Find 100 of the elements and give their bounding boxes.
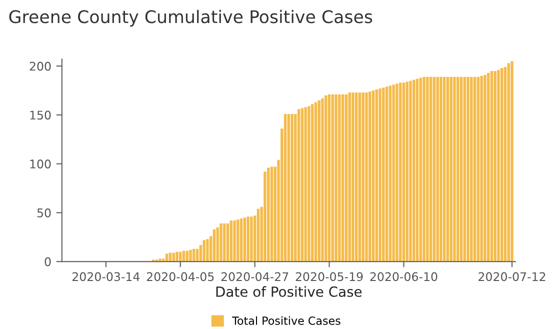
bar [416,78,419,262]
bar [308,106,310,262]
bar [212,229,216,262]
bar [375,90,378,262]
bar [202,240,206,262]
x-tick-label: 2020-04-27 [221,272,288,282]
bar [388,86,392,262]
bar [304,107,307,262]
bar [422,76,426,262]
bar [264,172,266,262]
bar [362,92,364,262]
bar [398,82,402,262]
x-tick-label: 2020-05-19 [296,272,363,282]
bar [440,76,442,262]
bar [456,76,460,262]
bar [392,84,395,262]
bar [473,76,476,262]
bar [243,218,246,262]
bar [500,68,504,262]
bar [331,94,334,262]
y-tick-label: 200 [30,62,51,71]
bar [470,76,473,262]
bar [324,95,328,262]
bar [450,76,452,262]
bar [409,80,412,262]
bar [158,258,162,262]
bar [442,76,446,262]
bar [250,216,253,262]
bar [504,67,507,262]
bar [507,63,510,262]
bar [429,76,432,262]
bar [419,78,422,262]
bar [206,239,209,262]
bar [338,94,341,262]
bar [396,84,398,262]
bar [328,94,331,262]
bar [314,102,318,262]
bar [402,82,406,262]
bar [240,218,243,262]
x-tick-label: 2020-03-14 [72,272,140,282]
chart-title: Greene County Cumulative Positive Cases [9,10,372,27]
bar [378,88,382,262]
bar [300,108,304,262]
bar [270,166,274,262]
bar [406,82,408,262]
bar [341,94,344,262]
bar [490,70,494,262]
bar [354,92,358,262]
x-tick-label: 2020-04-05 [146,272,214,282]
y-tick-label: 0 [44,257,51,266]
x-tick-label: 2020-07-12 [478,272,546,282]
bar [426,76,429,262]
x-tick-label: 2020-06-10 [370,272,438,282]
y-tick-label: 150 [30,110,51,120]
bar [348,92,351,262]
bar [189,250,192,262]
bar [480,76,483,262]
bar [368,91,372,262]
bar [230,220,232,262]
bar [412,80,416,262]
bar [446,76,450,262]
bar [494,70,496,262]
bar [432,76,436,262]
bar [486,72,490,262]
bar [223,223,226,262]
bar [290,114,294,262]
bar [256,208,260,262]
bar [192,248,196,262]
bar [220,223,222,262]
bar [216,227,219,262]
bar [497,70,500,262]
bar [311,104,314,262]
bar [287,114,290,262]
bar [318,100,320,262]
bar [358,92,362,262]
bar [510,61,514,262]
bar [453,76,456,262]
bar [226,223,230,262]
bar [233,220,236,262]
bar [484,74,486,262]
bar [372,90,375,262]
bar [382,88,385,262]
bar [460,76,463,262]
bar [267,168,270,262]
bar [321,98,324,262]
x-axis-title: Date of Positive Case [216,286,362,297]
legend-label: Total Positive Cases [232,316,340,325]
bar [436,76,439,262]
bar [246,216,250,262]
bar [463,76,466,262]
bar [466,76,470,262]
bar [297,109,300,262]
bar [176,252,178,262]
bar [385,86,388,262]
y-tick-label: 50 [37,208,51,218]
bar [284,114,287,262]
bar [352,92,354,262]
bar [365,92,368,262]
bar [476,76,480,262]
bar [344,94,348,262]
